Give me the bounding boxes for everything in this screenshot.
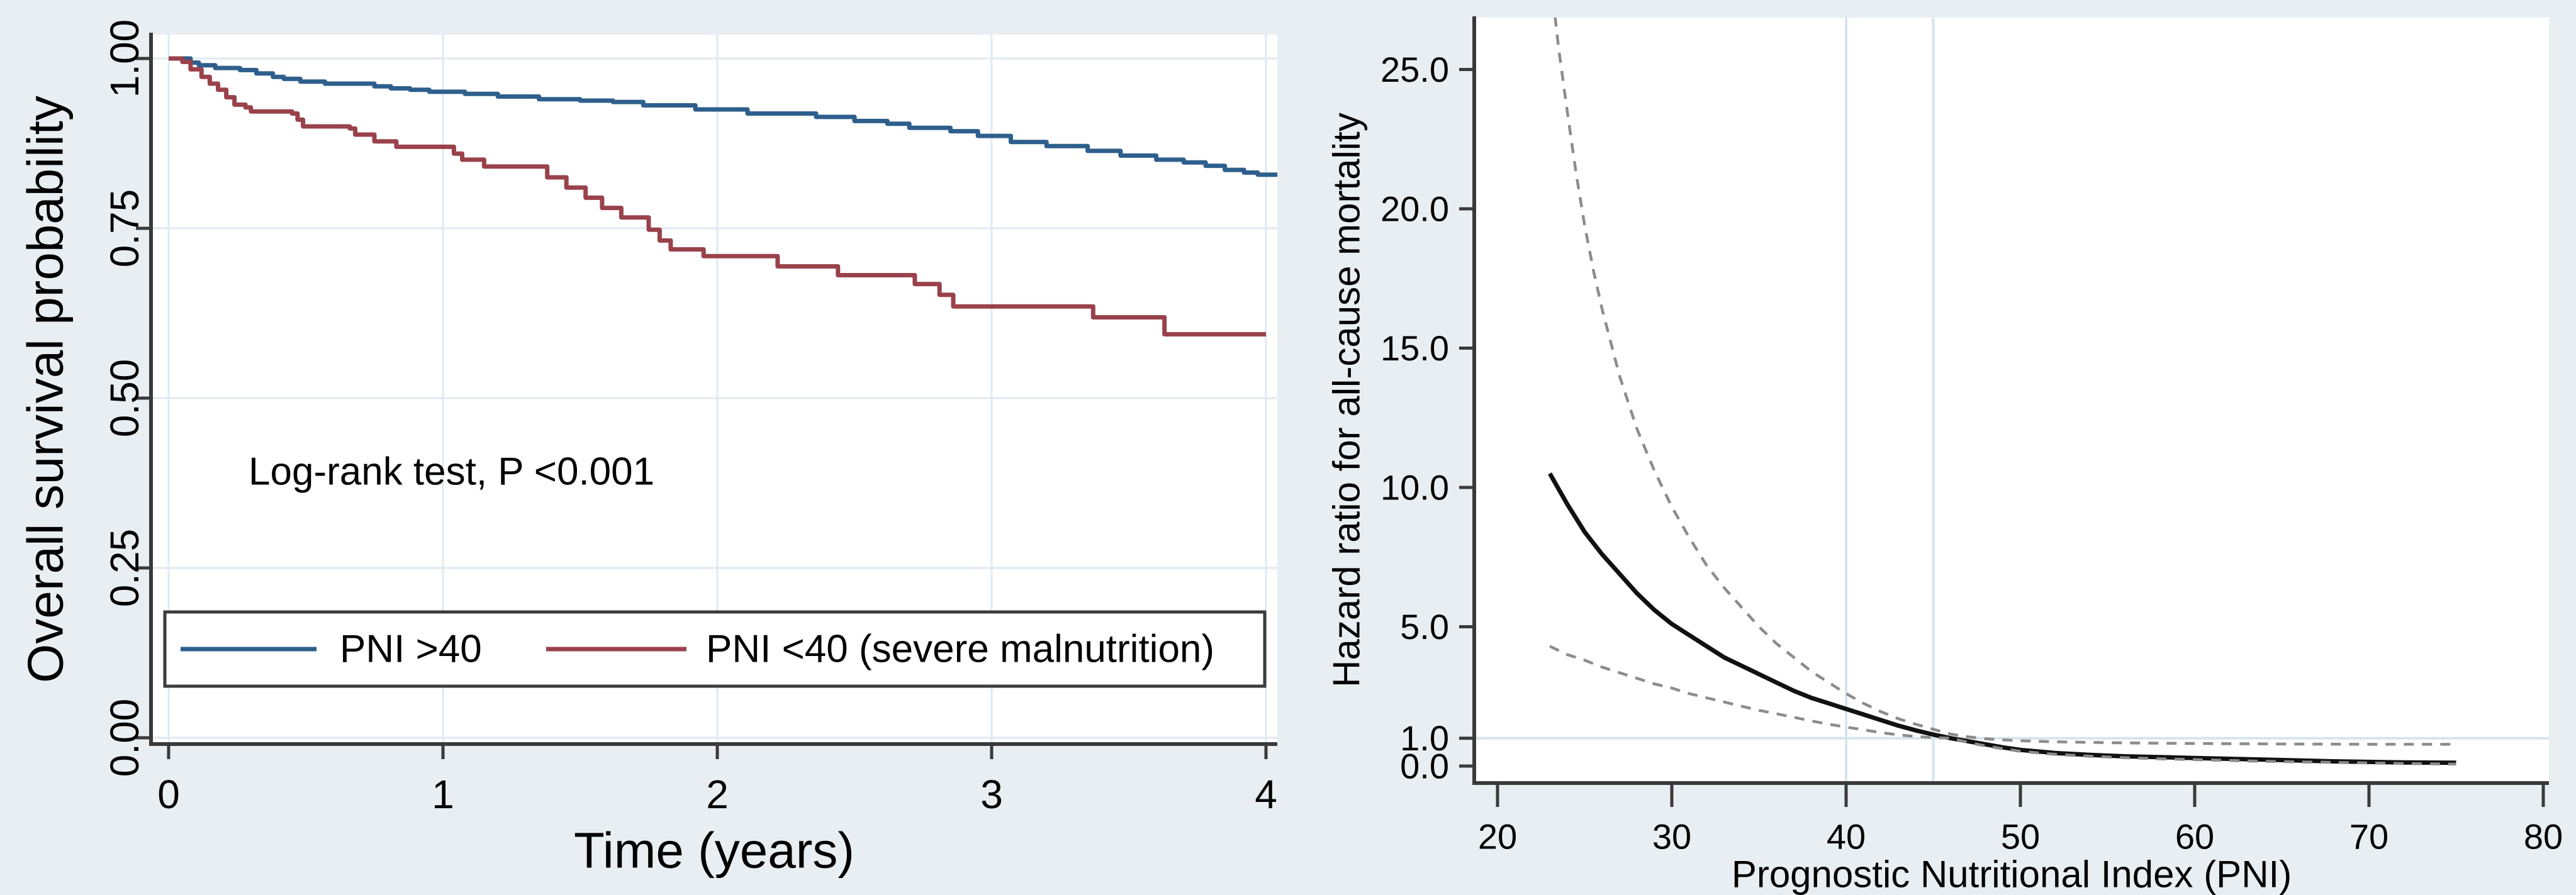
km-curves [169,56,1277,336]
km-legend-box [163,610,1267,688]
km-x-tick-label: 3 [980,772,1003,817]
hr-x-tick-label: 50 [2001,817,2040,857]
hr-tick-labels: 0.01.0 5.0 10.0 15.0 20.0 25.0 20 30 40 50 60 70 80 [1380,50,2563,857]
hr-ci-lower-dashed [1549,645,2456,766]
hr-y-tick-label: 5.0 [1400,607,1449,647]
km-y-tick-label: 0.75 [102,189,147,268]
hr-x-tick-label: 20 [1478,817,1517,857]
legend-label-pni-lt40: PNI <40 (severe malnutrition) [706,628,1214,671]
km-x-tick-label: 2 [706,772,729,817]
hr-x-tick-label: 40 [1827,817,1866,857]
hr-y-tick-label: 0.0 [1400,747,1449,786]
km-curve-pni-lt40 [169,56,1266,336]
hr-y-tick-label: 15.0 [1380,328,1449,368]
km-x-tick-label: 0 [157,772,180,817]
km-y-axis-label: Overall survival probability [18,96,74,683]
km-axes [136,33,1277,759]
km-x-axis-label: Time (years) [574,823,854,879]
hr-y-tick-label: 20.0 [1380,189,1449,229]
hr-x-tick-label: 80 [2524,817,2563,857]
hr-axes [1459,16,2549,807]
hr-x-tick-label: 60 [2175,817,2214,857]
hr-y-tick-label: 1.0 [1400,718,1449,758]
km-y-tick-label: 0.25 [102,529,147,608]
logrank-annotation: Log-rank test, P <0.001 [249,450,654,494]
km-y-tick-label: 0.00 [102,699,147,777]
hr-x-tick-label: 30 [1652,817,1691,857]
hr-y-tick-label: 10.0 [1380,468,1449,508]
hr-curves [1548,18,2456,766]
hr-plot-area [1474,18,2549,783]
hr-y-tick-label: 25.0 [1380,50,1449,89]
hr-x-tick-label: 70 [2349,817,2388,857]
hr-y-axis-label: Hazard ratio for all-cause mortality [1326,113,1368,687]
km-x-tick-label: 4 [1255,772,1277,817]
km-y-tick-label: 0.50 [102,359,147,438]
km-legend: PNI >40 PNI <40 (severe malnutrition) [163,610,1267,688]
hr-curve-solid [1548,472,2456,765]
hr-ci-upper-dashed [1554,18,2456,746]
km-x-tick-label: 1 [432,772,454,817]
km-tick-labels: 0.00 0.25 0.50 0.75 1.00 0 1 2 3 4 [102,19,1277,817]
hr-x-axis-label: Prognostic Nutritional Index (PNI) [1732,853,2292,895]
hr-reference-lines [1474,18,2549,783]
km-y-tick-label: 1.00 [102,19,147,98]
km-curve-pni-gt40 [169,56,1277,177]
legend-label-pni-gt40: PNI >40 [340,628,482,671]
